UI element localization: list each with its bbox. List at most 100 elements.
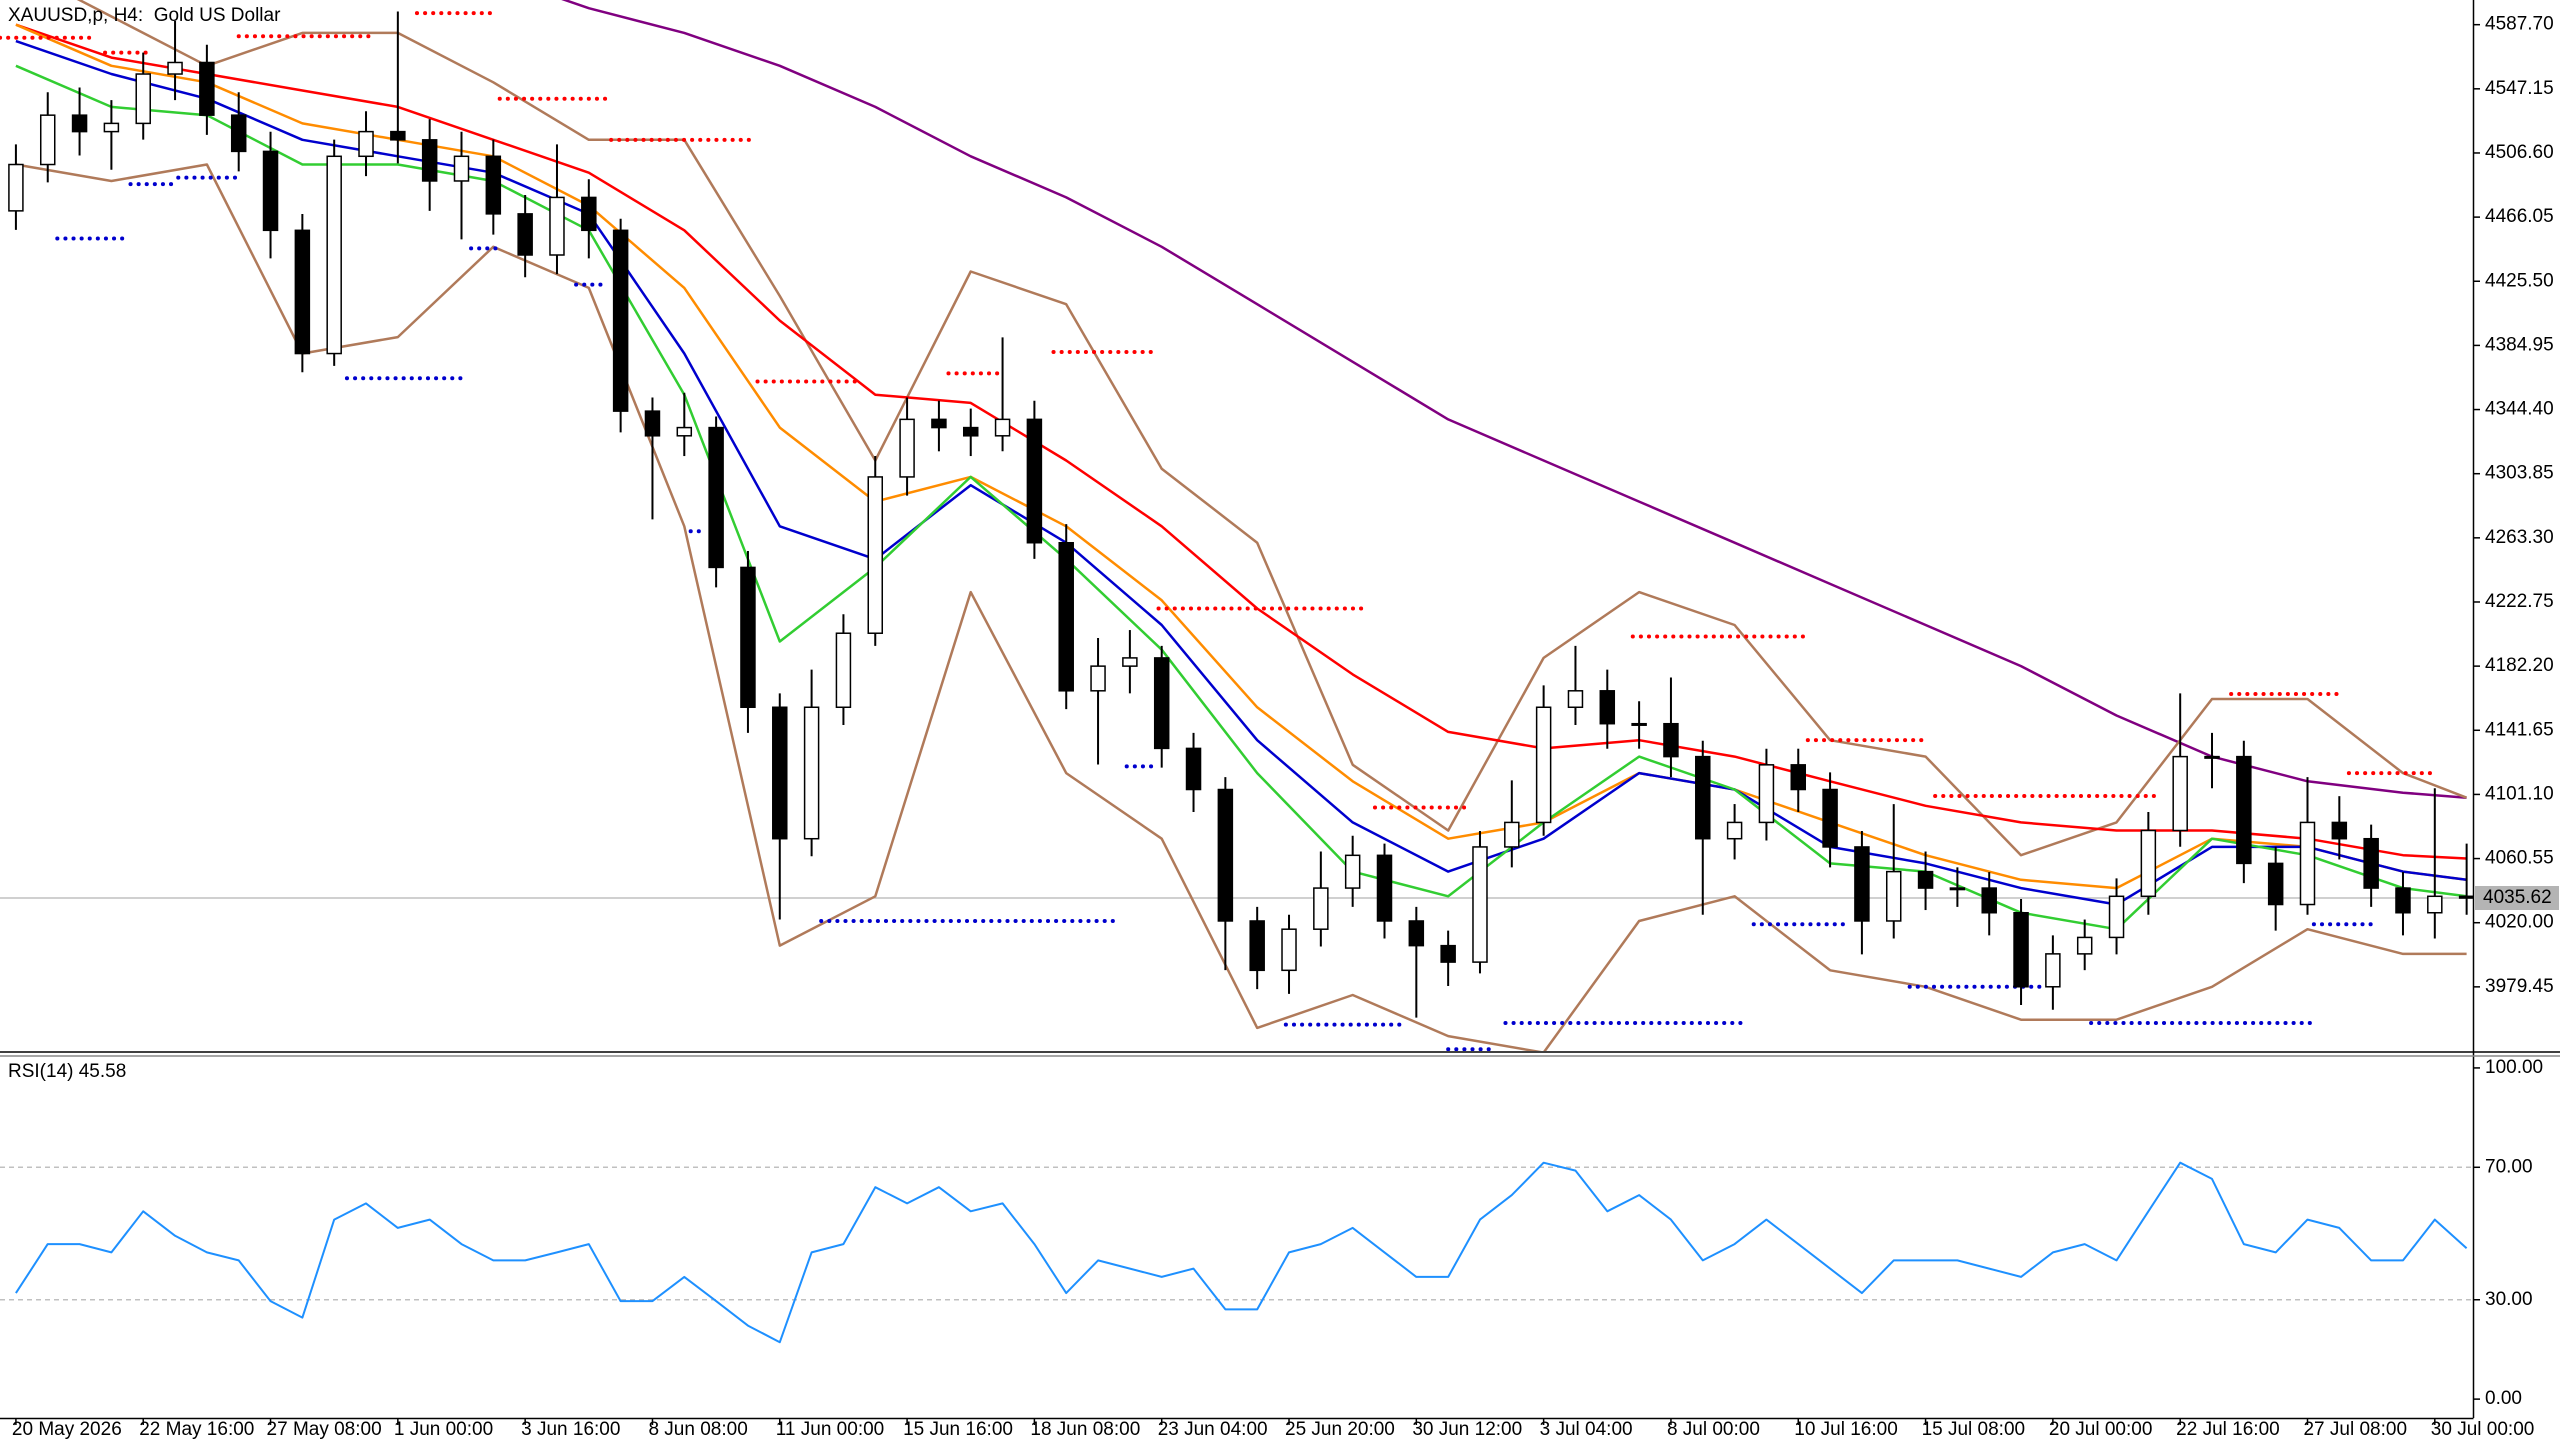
indicator-line [15, 1161, 2468, 1344]
candle-body [2045, 953, 2061, 988]
candle-body [549, 196, 565, 256]
candle-body [421, 139, 438, 182]
candle-body [39, 114, 56, 166]
x-tick-label: 15 Jul 08:00 [1922, 1419, 2026, 1440]
x-tick-label: 3 Jul 04:00 [1540, 1419, 1633, 1440]
candle-body [1535, 706, 1552, 824]
candle-body [2140, 829, 2157, 898]
candle-body [1917, 870, 1934, 889]
y-tick-label: 30.00 [2485, 1289, 2533, 1310]
candle-body [1663, 722, 1679, 758]
candle-body [517, 213, 533, 256]
x-tick-label: 22 May 16:00 [139, 1419, 254, 1440]
x-tick-label: 27 Jul 08:00 [2303, 1419, 2407, 1440]
candle-body [2236, 755, 2252, 865]
candle-body [1790, 764, 1807, 791]
candle-body [1058, 541, 1074, 692]
y-tick-label: 4466.05 [2485, 206, 2554, 227]
x-tick-label: 3 Jun 16:00 [521, 1419, 620, 1440]
candle-body [326, 155, 342, 355]
candle-body [1090, 665, 1106, 692]
x-tick-label: 11 Jun 00:00 [776, 1419, 884, 1440]
candle-body [358, 130, 374, 158]
x-tick-label: 18 Jun 08:00 [1030, 1419, 1140, 1440]
y-tick-label: 4587.70 [2485, 14, 2554, 35]
candle-body [1344, 854, 1361, 889]
x-tick-label: 8 Jul 00:00 [1667, 1419, 1760, 1440]
candle-body [1949, 887, 1966, 891]
y-tick-label: 4303.85 [2485, 463, 2554, 484]
candle-body [2427, 895, 2443, 914]
indicator-line [15, 163, 2467, 1051]
indicator-line [76, 0, 2468, 857]
axes: 4587.70 4547.15 4506.60 4466.05 4425.50 4384.… [12, 14, 2559, 1440]
candle-body [612, 229, 629, 412]
candle-body [1440, 944, 1456, 963]
x-tick-label: 15 Jun 16:00 [903, 1419, 1013, 1440]
y-tick-label: 0.00 [2485, 1388, 2522, 1409]
price-panel [0, 0, 2473, 1051]
x-tick-label: 25 Jun 20:00 [1285, 1419, 1395, 1440]
candle-body [1122, 657, 1138, 667]
candle-body [1631, 722, 1647, 726]
candle-body [167, 61, 183, 75]
candle-body [1504, 821, 1520, 848]
current-price-tag [2475, 886, 2559, 911]
candle-body [581, 196, 597, 232]
rsi-panel [0, 1161, 2473, 1344]
candle-body [2172, 755, 2188, 832]
candle-body [899, 418, 915, 478]
x-tick-label: 10 Jul 16:00 [1794, 1419, 1898, 1440]
y-tick-label: 4182.20 [2485, 655, 2554, 676]
rsi-title: RSI(14) 45.58 [8, 1061, 126, 1082]
y-tick-label: 70.00 [2485, 1156, 2533, 1177]
x-tick-label: 30 Jun 12:00 [1412, 1419, 1522, 1440]
candle-body [931, 418, 947, 429]
candle-body [1153, 657, 1170, 750]
y-tick-label: 4506.60 [2485, 142, 2554, 163]
candle-body [1472, 846, 1488, 963]
candle-body [1885, 870, 1902, 922]
candle-body [803, 706, 820, 840]
candle-body [1758, 764, 1775, 824]
candle-body [135, 73, 151, 125]
y-tick-label: 4060.55 [2485, 848, 2554, 869]
candle-body [835, 632, 852, 709]
x-tick-label: 20 Jul 00:00 [2049, 1419, 2153, 1440]
y-tick-label: 4222.75 [2485, 591, 2554, 612]
candle-body [2331, 821, 2348, 840]
candle-body [2363, 837, 2379, 889]
candle-body [71, 114, 88, 133]
candle-body [2204, 755, 2220, 759]
y-tick-label: 4547.15 [2485, 78, 2554, 99]
candle-body [294, 229, 311, 355]
x-tick-label: 30 Jul 00:00 [2431, 1419, 2535, 1440]
candle-body [453, 155, 470, 182]
candle-body [867, 476, 884, 634]
candle-body [1026, 418, 1043, 544]
candle-body [1408, 920, 1425, 947]
chart-title: XAUUSD,p, H4: Gold US Dollar [8, 5, 281, 26]
candle-body [390, 130, 406, 141]
candle-body [8, 163, 24, 212]
candle-body [740, 566, 756, 709]
candle-body [1981, 887, 1997, 914]
candle-body [2299, 821, 2316, 906]
candle-body [772, 706, 788, 840]
y-tick-label: 100.00 [2485, 1057, 2543, 1078]
candle-body [962, 426, 979, 437]
candle-body [1313, 887, 1329, 930]
y-tick-label: 4384.95 [2485, 334, 2554, 355]
candle-body [676, 426, 693, 437]
candle-body [262, 150, 279, 232]
candle-body [2267, 862, 2284, 906]
y-tick-label: 4020.00 [2485, 912, 2554, 933]
candle-body [994, 418, 1011, 437]
y-tick-label: 4425.50 [2485, 270, 2554, 291]
candle-body [1854, 846, 1870, 922]
candle-body [1599, 690, 1616, 725]
x-tick-label: 22 Jul 16:00 [2176, 1419, 2280, 1440]
candle-body [2013, 911, 2029, 988]
y-tick-label: 4101.10 [2485, 783, 2554, 804]
